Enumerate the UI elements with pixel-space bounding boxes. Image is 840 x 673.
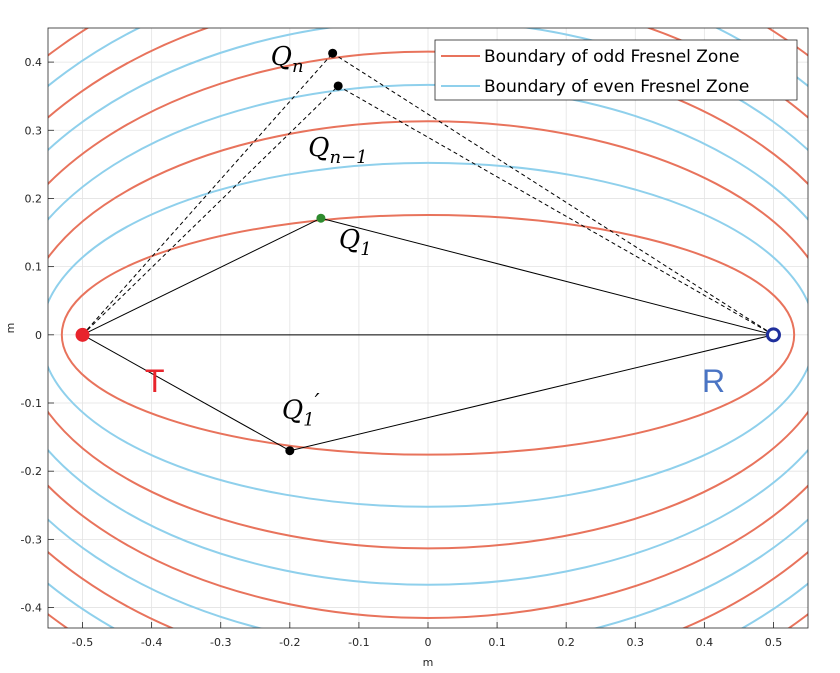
x-tick-label: 0.3 [627, 636, 645, 649]
x-tick-label: -0.5 [72, 636, 93, 649]
x-tick-label: -0.3 [210, 636, 231, 649]
legend-box [434, 39, 798, 101]
path-segment-t-Q1prime [82, 334, 291, 452]
x-tick-label: 0.4 [696, 636, 714, 649]
odd-zone-boundary [48, 50, 808, 619]
odd-zone-boundary [60, 213, 796, 456]
y-tick-label: 0 [35, 329, 42, 342]
receiver-marker [765, 327, 781, 343]
even-zone-boundary [48, 83, 808, 586]
receiver-label: R [702, 363, 725, 399]
path-segment-t-Q1 [82, 217, 322, 336]
point-labels: Qn Qn−1 Q1 Q1′ [271, 42, 372, 431]
y-tick-label: 0.2 [25, 192, 43, 205]
point-label-Q1: Q1 [339, 225, 372, 260]
transmitter-label: T [145, 363, 165, 399]
point-label-Qn: Qn [271, 42, 304, 77]
point-label-Q1prime: Q1′ [282, 391, 320, 431]
path-segment-Q1prime-r [289, 334, 774, 452]
x-axis-label: m [423, 656, 434, 669]
path-segment-t-Qn-1 [82, 85, 339, 336]
odd-zone-boundary [48, 120, 808, 550]
y-axis-label: m [4, 323, 17, 334]
x-tick-label: -0.1 [348, 636, 369, 649]
x-tick-label: 0 [425, 636, 432, 649]
y-tick-label: -0.4 [21, 602, 42, 615]
path-segment-Q1-r [320, 217, 774, 336]
y-tick-label: 0.4 [25, 56, 43, 69]
ray-paths [82, 52, 774, 452]
x-tick-label: 0.2 [557, 636, 575, 649]
legend: Boundary of odd Fresnel Zone Boundary of… [434, 39, 798, 101]
y-tick-label: -0.2 [21, 465, 42, 478]
point-marker-Qn-1 [333, 81, 343, 91]
axis-ticks: -0.5 -0.4 -0.3 -0.2 -0.1 0 0.1 0.2 0.3 0.4 0.5 -0.4… [21, 56, 783, 649]
x-tick-label: 0.1 [488, 636, 506, 649]
y-tick-label: -0.1 [21, 397, 42, 410]
legend-label-odd: Boundary of odd Fresnel Zone [484, 47, 740, 67]
even-zone-boundary [48, 161, 808, 508]
x-tick-label: -0.4 [141, 636, 162, 649]
y-tick-label: 0.1 [25, 261, 43, 274]
y-tick-label: 0.3 [25, 124, 43, 137]
point-marker-Q1prime [285, 446, 295, 456]
point-marker-Qn [328, 48, 338, 58]
y-tick-label: -0.3 [21, 533, 42, 546]
legend-label-even: Boundary of even Fresnel Zone [484, 77, 749, 97]
transmitter-marker [75, 327, 90, 342]
point-markers [75, 48, 781, 456]
point-marker-Q1 [316, 213, 326, 223]
path-segment-Qn-r [332, 52, 774, 336]
point-label-Qn-1: Qn−1 [308, 133, 367, 168]
x-tick-label: 0.5 [765, 636, 783, 649]
x-tick-label: -0.2 [279, 636, 300, 649]
